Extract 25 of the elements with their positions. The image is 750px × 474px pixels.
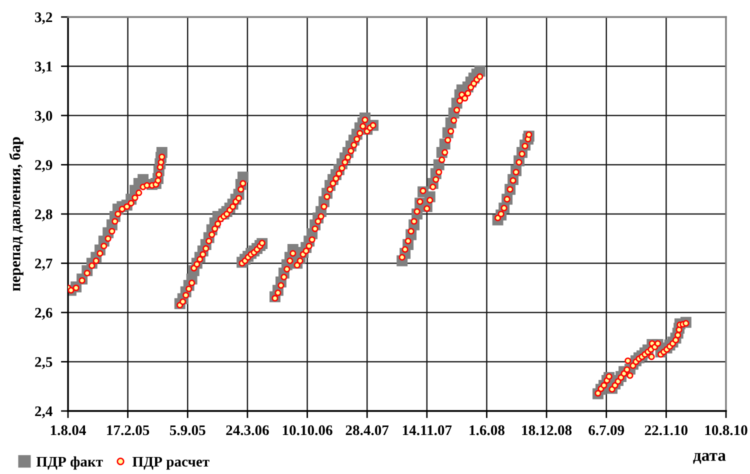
x-tick-label: 1.8.04 bbox=[50, 425, 86, 436]
x-tick-label: 28.4.07 bbox=[346, 425, 389, 436]
x-tick-label: 17.2.05 bbox=[107, 425, 150, 436]
x-tick-label: 1.6.08 bbox=[470, 425, 504, 436]
y-tick-label: 2,6 bbox=[35, 308, 52, 320]
y-tick-label: 3,2 bbox=[35, 12, 52, 24]
x-tick-label: 5.9.05 bbox=[170, 425, 206, 436]
x-tick-label: 10.10.06 bbox=[282, 425, 332, 436]
x-tick-label: 22.1.10 bbox=[644, 425, 688, 436]
y-axis-title: перепад давления, бар bbox=[9, 137, 24, 292]
x-tick-label: 24.3.06 bbox=[226, 425, 269, 436]
y-tick-label: 3,0 bbox=[35, 110, 52, 123]
legend-label: ПДР факт bbox=[36, 456, 103, 470]
y-tick-label: 2,8 bbox=[35, 209, 52, 222]
x-tick-label: 14.11.07 bbox=[402, 425, 452, 436]
y-tick-label: 3,1 bbox=[35, 62, 52, 74]
y-tick-label: 2,5 bbox=[35, 357, 52, 370]
y-tick-label: 2,7 bbox=[35, 258, 52, 271]
legend-label: ПДР расчет bbox=[132, 456, 210, 470]
y-tick-label: 2,4 bbox=[35, 406, 52, 418]
x-tick-label: 6.7.09 bbox=[588, 425, 624, 436]
x-tick-label: 10.8.10 bbox=[705, 425, 748, 436]
x-axis-title: дата bbox=[693, 452, 726, 464]
y-tick-label: 2,9 bbox=[35, 160, 52, 172]
x-tick-label: 18.12.08 bbox=[522, 425, 572, 436]
